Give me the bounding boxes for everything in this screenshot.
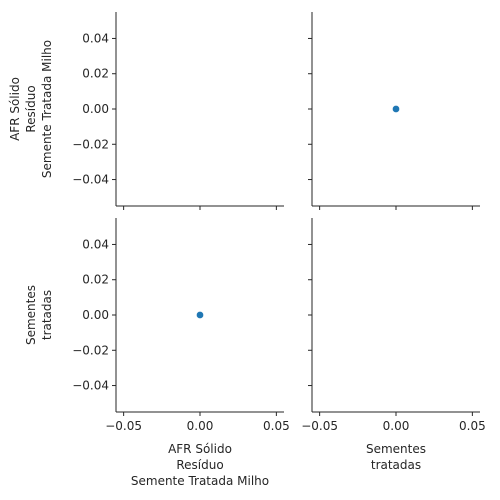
x-axis-label-line: Resíduo <box>176 458 223 472</box>
y-tick-label: 0.02 <box>82 67 109 81</box>
x-tick-label: 0.00 <box>383 419 410 433</box>
x-tick-label: 0.00 <box>187 419 214 433</box>
x-axis-label-line: AFR Sólido <box>168 442 232 456</box>
scatter-point <box>196 311 204 319</box>
y-tick-label: 0.00 <box>82 102 109 116</box>
y-tick-label: 0.00 <box>82 308 109 322</box>
y-tick-label: −0.02 <box>72 137 109 151</box>
x-tick-label: −0.05 <box>301 419 338 433</box>
y-tick-label: −0.02 <box>72 343 109 357</box>
y-axis-label-line: Semente Tratada Milho <box>40 40 54 178</box>
x-axis-label-line: Sementes <box>366 442 426 456</box>
y-axis-label-line: Sementes <box>24 285 38 345</box>
x-tick-label: 0.05 <box>459 419 486 433</box>
x-tick-label: −0.05 <box>105 419 142 433</box>
y-tick-label: 0.04 <box>82 31 109 45</box>
x-tick-label: 0.05 <box>263 419 290 433</box>
y-tick-label: −0.04 <box>72 173 109 187</box>
scatter-point <box>392 105 400 113</box>
x-axis-label-1: Sementes tratadas <box>366 442 426 472</box>
y-axis-label-line: AFR Sólido <box>8 77 22 141</box>
x-axis-label-line: tratadas <box>371 458 421 472</box>
x-axis-label-0: AFR Sólido Resíduo Semente Tratada Milho <box>131 442 269 488</box>
y-axis-label-1: Sementes tratadas <box>24 285 54 345</box>
y-tick-label: −0.04 <box>72 379 109 393</box>
y-tick-label: 0.04 <box>82 237 109 251</box>
x-axis-label-line: Semente Tratada Milho <box>131 474 269 488</box>
y-tick-label: 0.02 <box>82 273 109 287</box>
y-axis-label-0: AFR Sólido Resíduo Semente Tratada Milho <box>8 40 54 178</box>
y-axis-label-line: Resíduo <box>24 85 38 132</box>
y-axis-label-line: tratadas <box>40 290 54 340</box>
